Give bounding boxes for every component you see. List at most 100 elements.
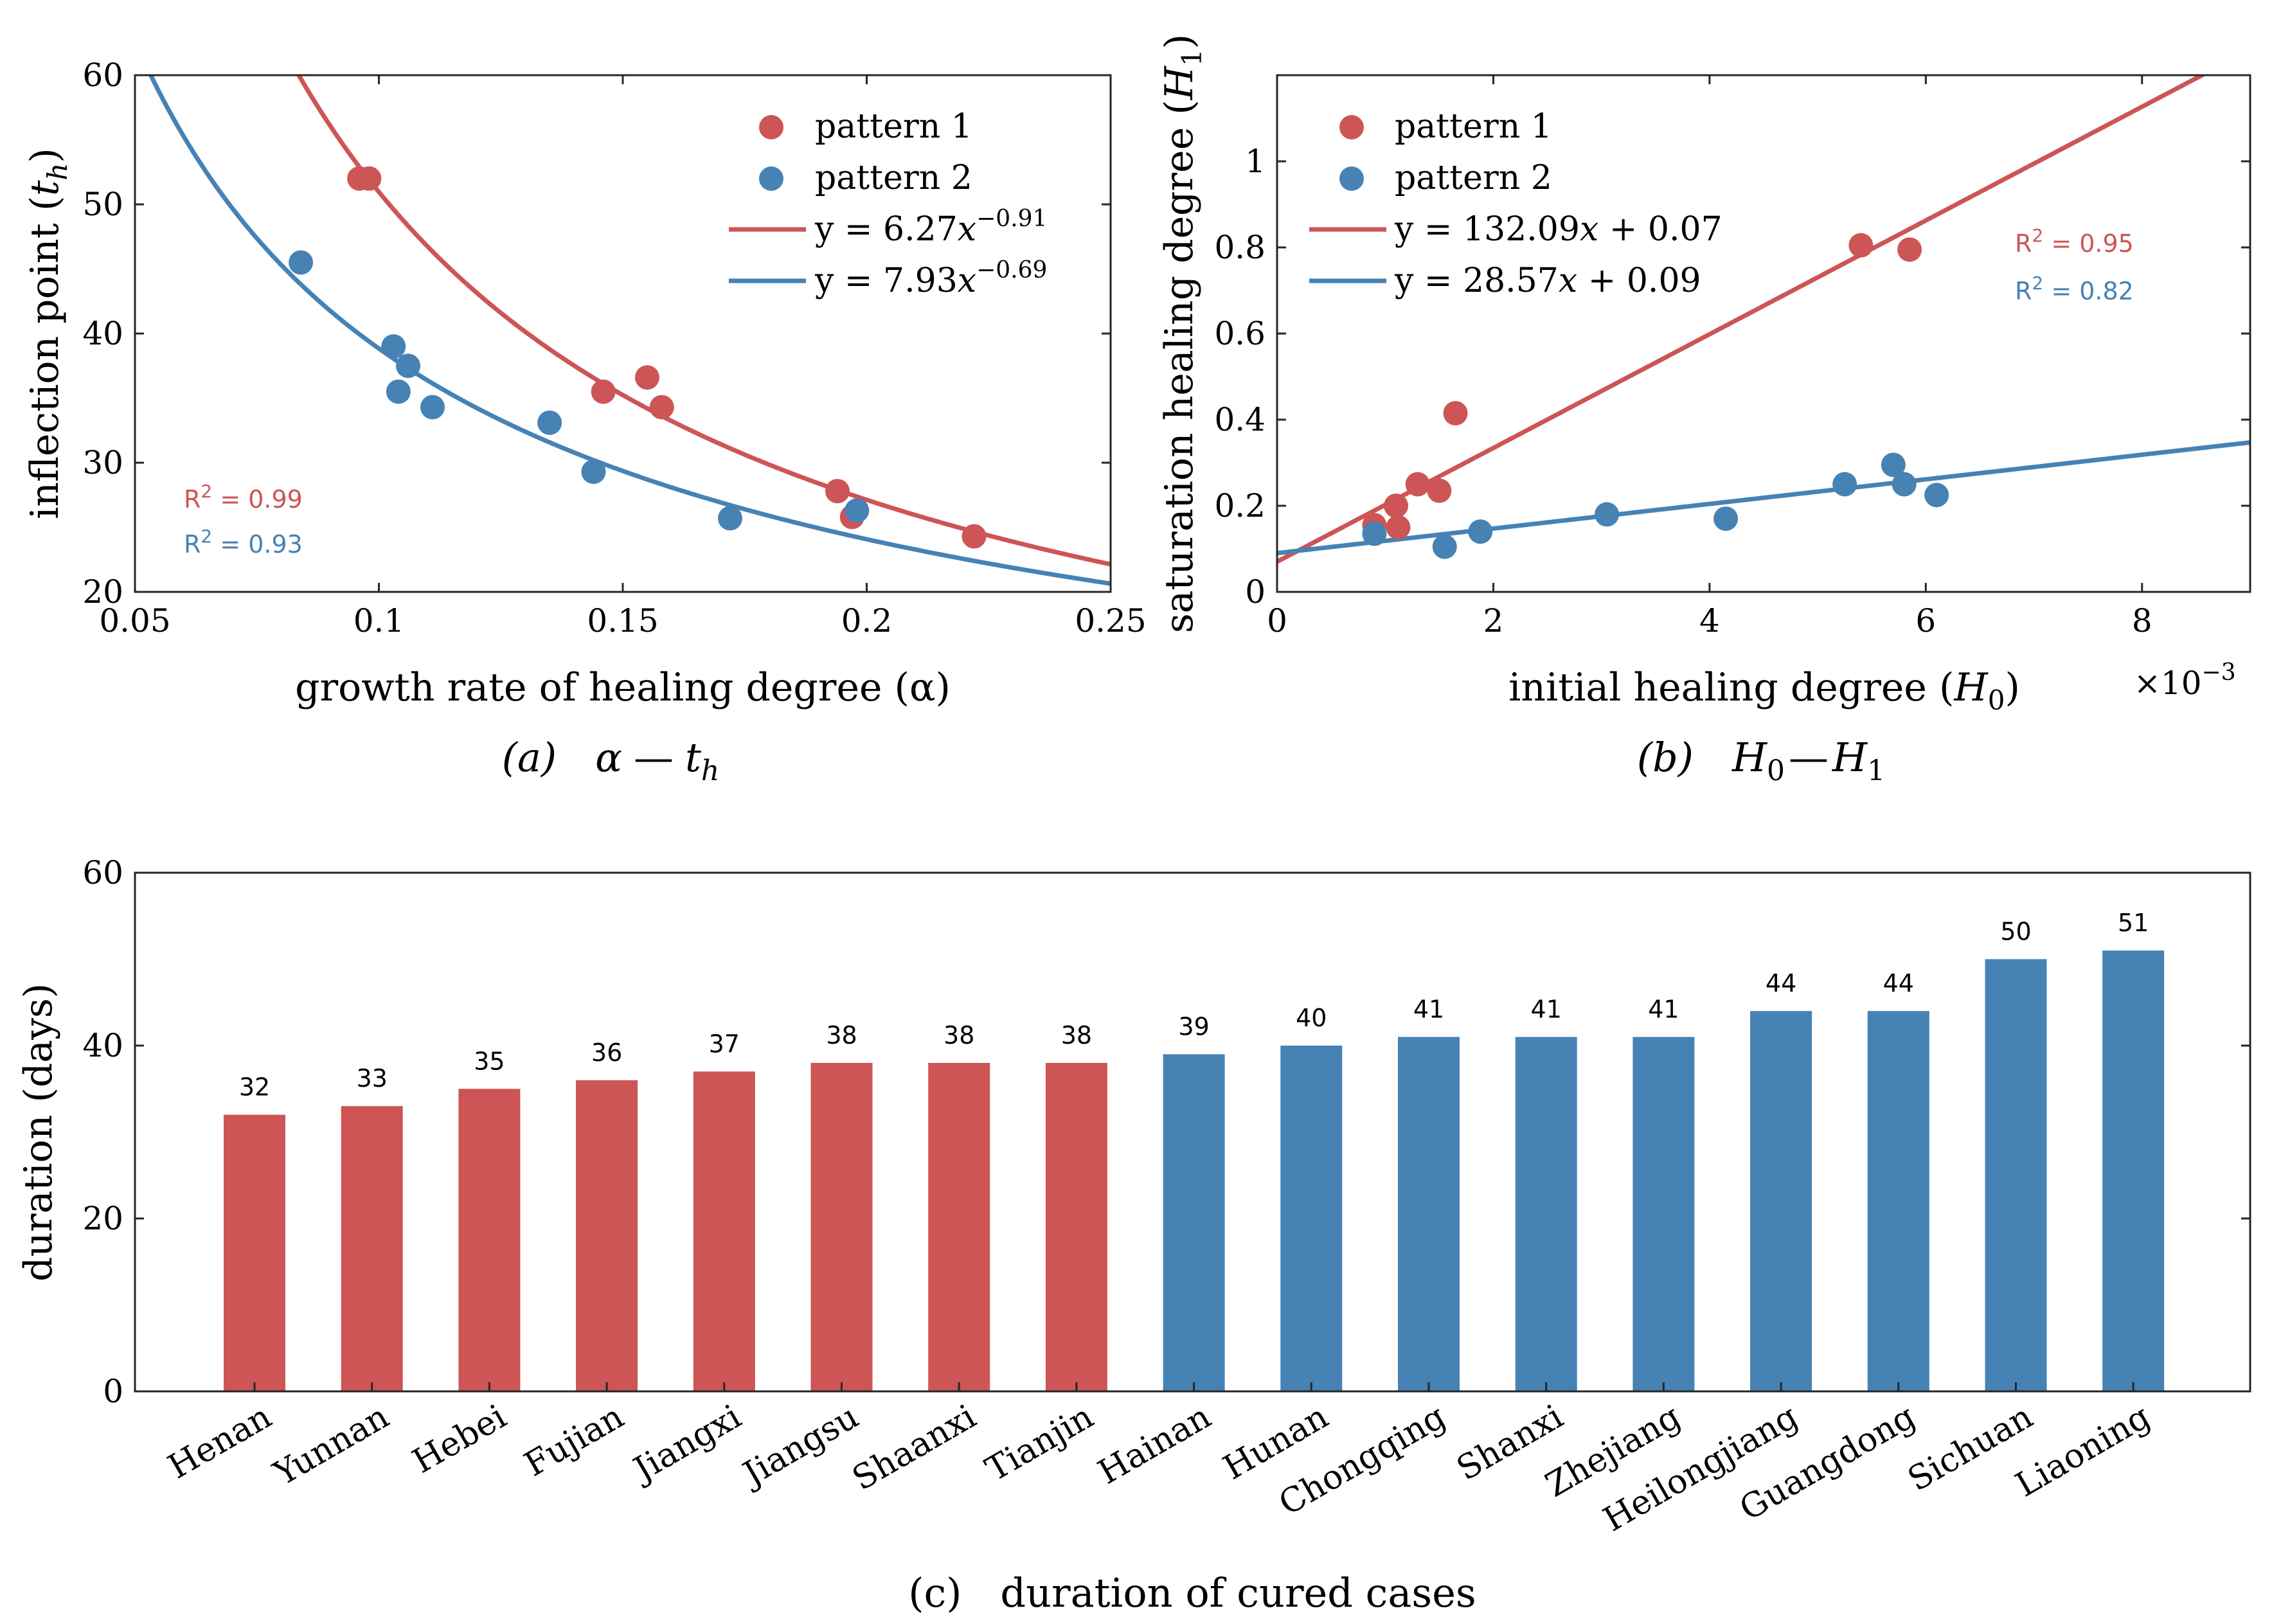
x-tick-label-a: 0.15 <box>587 602 658 639</box>
bar-value-label: 44 <box>1766 969 1796 997</box>
point-b-p1-2 <box>1384 494 1409 518</box>
y-axis-label-b: saturation healing degree (H1) <box>1157 34 1208 633</box>
y-tick-label-b: 1 <box>1245 143 1266 180</box>
r2-b-pattern-1: R2 = 0.95 <box>2015 225 2134 258</box>
y-axis-label-c: duration (days) <box>16 983 61 1281</box>
bar-value-label: 44 <box>1883 969 1914 997</box>
x-tick-label-b: 0 <box>1267 602 1287 639</box>
legend-a-pattern-1: pattern 1 <box>815 107 972 146</box>
bar-value-label: 38 <box>1061 1021 1092 1049</box>
bar-henan <box>224 1114 285 1391</box>
bar-heilongjiang <box>1750 1011 1812 1391</box>
category-label: Henan <box>162 1397 278 1486</box>
fit-curve-b-1 <box>1277 75 2207 564</box>
fit-curve-a-2 <box>148 75 1111 586</box>
x-tick-label-a: 0.05 <box>99 602 170 639</box>
y-tick-label-c: 40 <box>82 1027 123 1064</box>
point-b-p2-1 <box>1362 521 1387 546</box>
legend-a-marker-pattern-1 <box>759 115 783 139</box>
caption-b: (b) H0—H1 <box>1637 734 1885 787</box>
bar-shaanxi <box>928 1062 990 1391</box>
x-tick-label-b: 6 <box>1915 602 1936 639</box>
point-a-p1-4 <box>634 365 659 390</box>
category-label: Jiangsu <box>734 1397 865 1495</box>
category-label: Shaanxi <box>846 1397 982 1498</box>
y-tick-label-a: 20 <box>82 573 123 611</box>
fit-curve-a-1 <box>296 75 1111 567</box>
y-tick-label-b: 0.8 <box>1214 229 1266 266</box>
bar-value-label: 41 <box>1413 995 1444 1024</box>
point-b-p2-9 <box>1924 483 1949 508</box>
bar-tianjin <box>1045 1062 1107 1391</box>
caption-c: (c) duration of cured cases <box>908 1569 1476 1616</box>
point-a-p2-3 <box>386 379 411 404</box>
point-a-p2-6 <box>537 410 562 435</box>
category-label: Jiangxi <box>625 1397 747 1490</box>
bar-hainan <box>1163 1054 1225 1391</box>
x-exponent-b: ×10−3 <box>2134 659 2236 702</box>
point-b-p2-7 <box>1881 452 1906 477</box>
bar-fujian <box>576 1080 638 1391</box>
legend-a-fit-2: y = 7.93x−0.69 <box>814 257 1047 300</box>
bar-value-label: 51 <box>2118 909 2149 937</box>
category-label: Hebei <box>406 1397 513 1481</box>
bar-hunan <box>1280 1046 1343 1391</box>
y-tick-label-c: 0 <box>103 1373 123 1410</box>
x-tick-label-a: 0.25 <box>1075 602 1146 639</box>
point-a-p2-8 <box>717 506 742 531</box>
y-tick-label-a: 40 <box>82 315 123 352</box>
panel-b-h0-vs-h1: 0 2 4 6 8 0 0.2 0.4 0.6 0.8 1 pattern 1 pattern 2 … <box>1157 34 2251 787</box>
category-label: Liaoning <box>2009 1397 2157 1504</box>
point-b-p2-5 <box>1713 506 1739 531</box>
x-tick-label-a: 0.1 <box>353 602 405 639</box>
panel-a-alpha-vs-inflection: 0.05 0.1 0.15 0.2 0.25 20 30 40 50 60 pattern 1 p… <box>22 57 1147 787</box>
point-b-p2-6 <box>1832 472 1857 497</box>
bar-value-label: 40 <box>1296 1004 1327 1032</box>
bar-value-label: 32 <box>239 1073 270 1102</box>
r2-a-pattern-2: R2 = 0.93 <box>184 526 303 558</box>
category-label: Hainan <box>1092 1397 1217 1492</box>
y-tick-label-b: 0.4 <box>1214 401 1266 438</box>
point-a-p1-5 <box>649 395 674 420</box>
bar-zhejiang <box>1632 1037 1695 1391</box>
bar-value-label: 38 <box>826 1021 857 1049</box>
point-a-p2-9 <box>845 498 870 523</box>
point-a-p2-2 <box>381 334 406 359</box>
bar-value-label: 50 <box>2000 918 2031 946</box>
point-a-p2-5 <box>420 395 445 420</box>
point-b-p1-7 <box>1848 233 1874 258</box>
panel-c-duration-bars: 32 33 35 36 37 38 38 38 39 40 41 41 41 44 44 50 51 Henan… <box>16 854 2251 1616</box>
category-label: Yunnan <box>267 1397 396 1494</box>
legend-a-marker-pattern-2 <box>759 166 783 191</box>
point-a-p1-6 <box>825 479 850 504</box>
axes-frame-a <box>134 74 1112 593</box>
y-tick-label-b: 0.2 <box>1214 487 1266 524</box>
y-tick-label-c: 20 <box>82 1200 123 1237</box>
point-b-p2-2 <box>1432 534 1457 559</box>
bar-shanxi <box>1515 1037 1577 1391</box>
category-label: Fujian <box>518 1397 630 1484</box>
r2-b-pattern-2: R2 = 0.82 <box>2015 272 2134 305</box>
bar-value-label: 38 <box>944 1021 974 1049</box>
x-tick-label-b: 2 <box>1483 602 1504 639</box>
point-a-p1-8 <box>962 524 987 549</box>
legend-b-marker-pattern-2 <box>1339 166 1364 191</box>
bar-value-label: 41 <box>1648 995 1679 1024</box>
bar-jiangsu <box>810 1062 873 1391</box>
legend-a: pattern 1 pattern 2 y = 6.27x−0.91 y = 7… <box>729 107 1047 300</box>
point-a-p1-2 <box>357 166 382 191</box>
point-b-p1-5 <box>1427 478 1452 503</box>
y-tick-label-a: 50 <box>82 186 123 223</box>
fit-curve-b-2 <box>1277 440 2250 556</box>
bar-value-label: 37 <box>709 1030 740 1058</box>
x-axis-label-a: growth rate of healing degree (α) <box>295 665 951 710</box>
legend-b-pattern-1: pattern 1 <box>1395 107 1552 146</box>
point-b-p1-8 <box>1897 237 1922 262</box>
bar-value-label: 35 <box>474 1047 505 1075</box>
bar-yunnan <box>341 1106 403 1391</box>
y-tick-label-b: 0 <box>1245 573 1266 611</box>
point-a-p2-7 <box>581 460 606 485</box>
bar-liaoning <box>2102 950 2165 1391</box>
legend-b-fit-1: y = 132.09x + 0.07 <box>1394 210 1722 249</box>
